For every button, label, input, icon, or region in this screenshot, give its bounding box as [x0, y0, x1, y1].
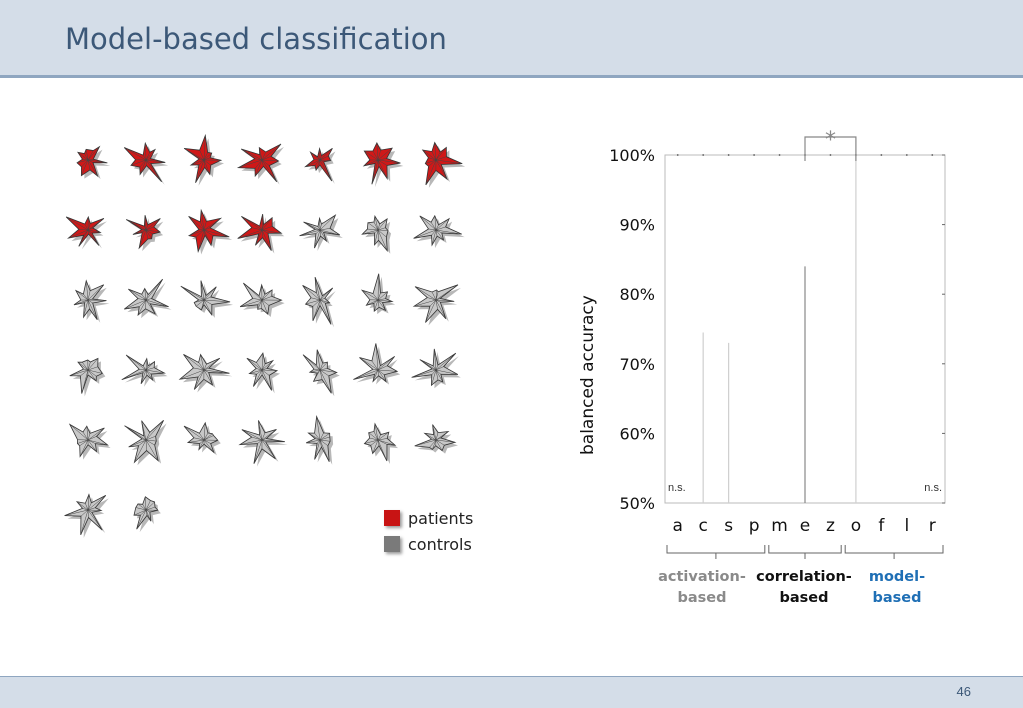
slide-header: Model-based classification	[0, 0, 1023, 78]
x-category-label: f	[878, 516, 885, 536]
x-dot-marker	[778, 154, 781, 156]
control-star-glyph	[408, 200, 465, 260]
patient-star-glyph	[60, 200, 116, 260]
x-category-label: l	[904, 516, 909, 536]
group-bracket-0	[666, 545, 766, 559]
x-dot-marker	[727, 154, 730, 156]
control-star-glyph	[60, 480, 116, 540]
y-tick-label: 80%	[619, 285, 655, 304]
control-star-glyph	[234, 410, 290, 470]
ns-label-left: n.s.	[668, 482, 686, 494]
group-bracket-2	[844, 545, 944, 559]
significance-bracket	[804, 136, 857, 161]
control-star-glyph	[60, 410, 116, 470]
control-star-glyph	[408, 340, 464, 400]
controls-swatch	[384, 536, 400, 552]
control-star-glyph	[60, 340, 116, 400]
patient-star-glyph	[292, 130, 348, 190]
x-dot-marker	[880, 154, 883, 156]
group-model-line1: model-	[868, 569, 926, 585]
patient-star-glyph	[408, 130, 466, 190]
x-dot-marker	[829, 154, 832, 156]
control-star-glyph	[350, 270, 406, 330]
legend-item-controls: controls	[384, 531, 473, 557]
legend-label-controls: controls	[408, 534, 472, 554]
x-category-label: m	[771, 516, 788, 536]
patient-star-glyph	[118, 130, 174, 190]
control-star-glyph	[350, 410, 406, 470]
group-correlation-line2: based	[779, 590, 829, 606]
control-star-glyph	[118, 480, 174, 540]
control-star-glyph	[118, 270, 174, 330]
significance-star: *	[825, 128, 836, 153]
chart-svg: 50% 60% 70% 80% 90% 100% a c s p m e z o f l r * n.s. n.s.	[609, 128, 946, 559]
star-glyph-grid	[60, 130, 480, 560]
control-star-glyph	[292, 270, 348, 330]
legend-item-patients: patients	[384, 505, 473, 531]
group-label-activation: activation- based	[652, 567, 752, 609]
group-activation-line1: activation-	[658, 569, 746, 585]
x-category-label: s	[724, 516, 733, 536]
group-label-model: model- based	[852, 567, 942, 609]
page-number: 46	[956, 684, 971, 699]
patient-star-glyph	[350, 130, 406, 190]
legend: patients controls	[384, 505, 473, 557]
y-tick-label: 50%	[619, 494, 655, 513]
x-category-label: e	[800, 516, 810, 536]
slide-footer: 46	[0, 676, 1023, 708]
control-star-glyph	[292, 340, 348, 400]
x-dot-marker	[931, 154, 934, 156]
group-correlation-line1: correlation-	[756, 569, 852, 585]
control-star-glyph	[234, 270, 290, 330]
control-star-glyph	[118, 340, 174, 400]
group-model-line2: based	[872, 590, 922, 606]
y-tick-label: 90%	[619, 216, 655, 235]
x-dot-marker	[905, 154, 908, 156]
patient-star-glyph	[234, 200, 290, 260]
group-label-correlation: correlation- based	[753, 567, 855, 609]
y-tick-label: 60%	[619, 424, 655, 443]
x-dot-marker	[702, 154, 705, 156]
control-star-glyph	[408, 270, 464, 330]
legend-label-patients: patients	[408, 508, 474, 528]
ns-label-right: n.s.	[924, 482, 942, 494]
control-star-glyph	[60, 270, 116, 330]
control-star-glyph	[350, 200, 406, 260]
patients-swatch	[384, 510, 400, 526]
control-star-glyph	[292, 200, 348, 260]
accuracy-chart: 50% 60% 70% 80% 90% 100% a c s p m e z o f l r * n.s. n.s. …	[570, 125, 990, 625]
patient-star-glyph	[60, 130, 116, 190]
x-category-label: p	[749, 516, 760, 536]
control-star-glyph	[234, 340, 290, 400]
x-dot-marker	[753, 154, 755, 156]
x-category-label: r	[929, 516, 936, 536]
group-activation-line2: based	[677, 590, 727, 606]
patient-star-glyph	[176, 200, 233, 260]
control-star-glyph	[350, 340, 406, 400]
x-category-label: o	[851, 516, 861, 536]
patient-star-glyph	[118, 200, 174, 260]
control-star-glyph	[176, 270, 234, 330]
y-tick-label: 100%	[609, 146, 655, 165]
x-category-label: z	[826, 516, 835, 536]
x-category-label: a	[673, 516, 683, 536]
control-star-glyph	[176, 340, 233, 400]
y-tick-label: 70%	[619, 355, 655, 374]
patient-star-glyph	[176, 130, 232, 190]
x-dot-marker	[676, 154, 679, 156]
y-axis-label: balanced accuracy	[578, 295, 598, 455]
control-star-glyph	[176, 410, 232, 470]
control-star-glyph	[292, 410, 348, 470]
group-bracket-1	[768, 545, 842, 559]
control-star-glyph	[118, 410, 174, 470]
control-star-glyph	[408, 410, 464, 470]
x-category-label: c	[699, 516, 708, 536]
slide-title: Model-based classification	[65, 22, 447, 56]
patient-star-glyph	[234, 130, 290, 190]
